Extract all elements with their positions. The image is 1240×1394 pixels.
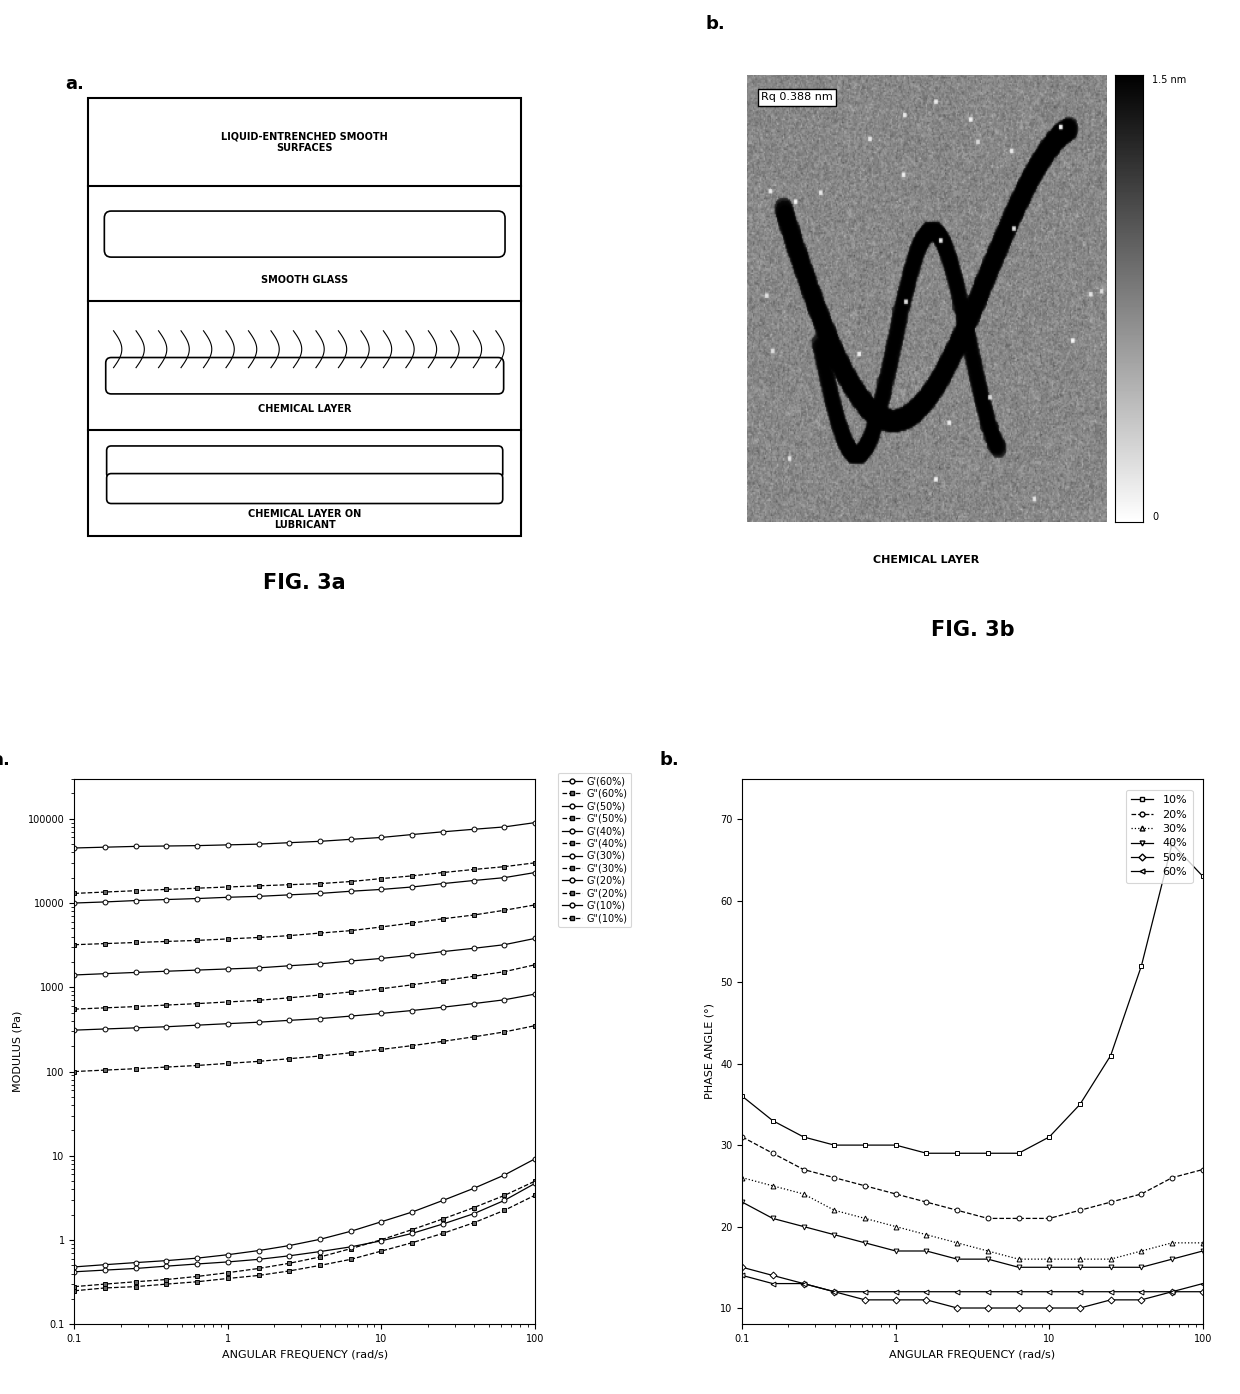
FancyBboxPatch shape	[107, 446, 502, 478]
Text: CHEMICAL LAYER ON
LUBRICANT: CHEMICAL LAYER ON LUBRICANT	[248, 509, 361, 531]
Text: FIG. 3b: FIG. 3b	[931, 620, 1014, 640]
X-axis label: ANGULAR FREQUENCY (rad/s): ANGULAR FREQUENCY (rad/s)	[889, 1349, 1055, 1359]
Text: LIQUID-ENTRENCHED SMOOTH
SURFACES: LIQUID-ENTRENCHED SMOOTH SURFACES	[221, 131, 388, 153]
Y-axis label: MODULUS (Pa): MODULUS (Pa)	[12, 1011, 22, 1092]
Text: SMOOTH GLASS: SMOOTH GLASS	[262, 275, 348, 286]
Text: b.: b.	[706, 14, 725, 32]
Legend: 10%, 20%, 30%, 40%, 50%, 60%: 10%, 20%, 30%, 40%, 50%, 60%	[1126, 789, 1193, 882]
Text: CHEMICAL LAYER: CHEMICAL LAYER	[258, 404, 351, 414]
Text: 1.5 nm: 1.5 nm	[1152, 74, 1187, 85]
Text: FIG. 3a: FIG. 3a	[263, 573, 346, 592]
Text: 0: 0	[1152, 512, 1158, 523]
Text: CHEMICAL LAYER: CHEMICAL LAYER	[873, 555, 980, 565]
Text: b.: b.	[660, 751, 680, 769]
Text: Rq 0.388 nm: Rq 0.388 nm	[761, 92, 833, 103]
X-axis label: ANGULAR FREQUENCY (rad/s): ANGULAR FREQUENCY (rad/s)	[222, 1349, 388, 1359]
Y-axis label: PHASE ANGLE (°): PHASE ANGLE (°)	[704, 1004, 714, 1100]
FancyBboxPatch shape	[107, 474, 502, 503]
Text: a.: a.	[0, 751, 10, 769]
Text: a.: a.	[66, 75, 84, 93]
Legend: G'(60%), G"(60%), G'(50%), G"(50%), G'(40%), G"(40%), G'(30%), G"(30%), G'(20%),: G'(60%), G"(60%), G'(50%), G"(50%), G'(4…	[558, 772, 631, 927]
FancyBboxPatch shape	[105, 357, 503, 395]
FancyBboxPatch shape	[104, 210, 505, 256]
